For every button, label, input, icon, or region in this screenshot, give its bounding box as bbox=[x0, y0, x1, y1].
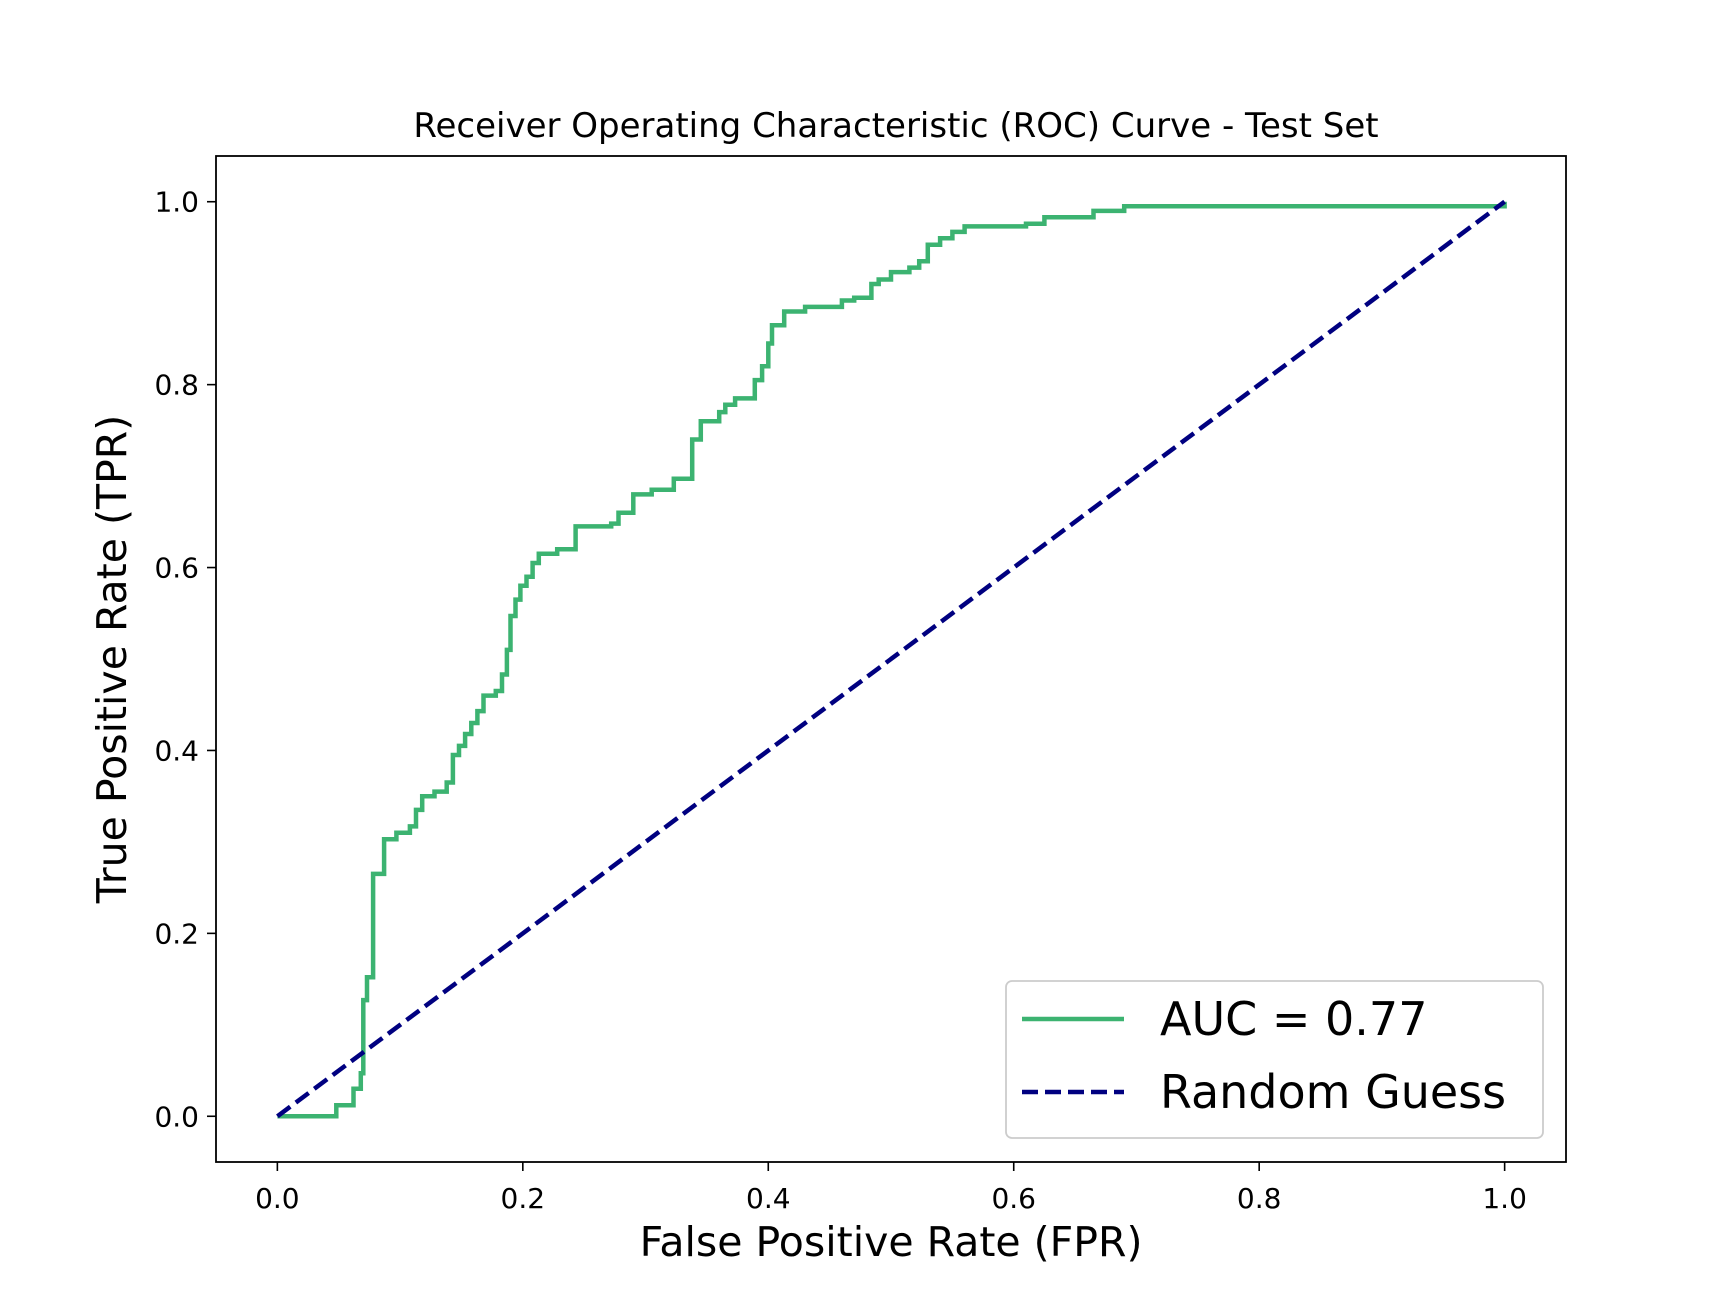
y-tick-label: 0.4 bbox=[154, 734, 199, 767]
random-guess-line bbox=[276, 199, 1506, 1119]
y-axis-ticks: 0.0 0.2 0.4 0.6 0.8 1.0 bbox=[154, 186, 216, 1133]
y-tick-label: 0.0 bbox=[154, 1100, 199, 1133]
legend-label-random-guess: Random Guess bbox=[1160, 1065, 1506, 1119]
legend-label-auc: AUC = 0.77 bbox=[1160, 992, 1427, 1046]
x-tick-label: 0.6 bbox=[991, 1182, 1036, 1215]
y-tick-label: 0.6 bbox=[154, 552, 199, 585]
axes-frame bbox=[215, 155, 1567, 1163]
roc-curve-line bbox=[277, 201, 1507, 1119]
legend: AUC = 0.77 Random Guess bbox=[1005, 980, 1544, 1139]
x-axis-label: False Positive Rate (FPR) bbox=[640, 1218, 1143, 1266]
x-tick-label: 0.2 bbox=[501, 1182, 546, 1215]
x-tick-label: 0.8 bbox=[1237, 1182, 1282, 1215]
series-layer bbox=[276, 199, 1507, 1119]
y-tick-label: 1.0 bbox=[154, 186, 199, 219]
legend-box bbox=[1005, 980, 1544, 1139]
x-tick-label: 0.4 bbox=[746, 1182, 791, 1215]
x-axis-ticks: 0.0 0.2 0.4 0.6 0.8 1.0 bbox=[255, 1162, 1527, 1215]
y-axis-label: True Positive Rate (TPR) bbox=[88, 415, 136, 905]
chart-title: Receiver Operating Characteristic (ROC) … bbox=[413, 106, 1378, 146]
y-tick-label: 0.2 bbox=[154, 917, 199, 950]
x-tick-label: 0.0 bbox=[255, 1182, 300, 1215]
x-tick-label: 1.0 bbox=[1482, 1182, 1527, 1215]
y-tick-label: 0.8 bbox=[154, 369, 199, 402]
plot-area bbox=[215, 155, 1567, 1163]
